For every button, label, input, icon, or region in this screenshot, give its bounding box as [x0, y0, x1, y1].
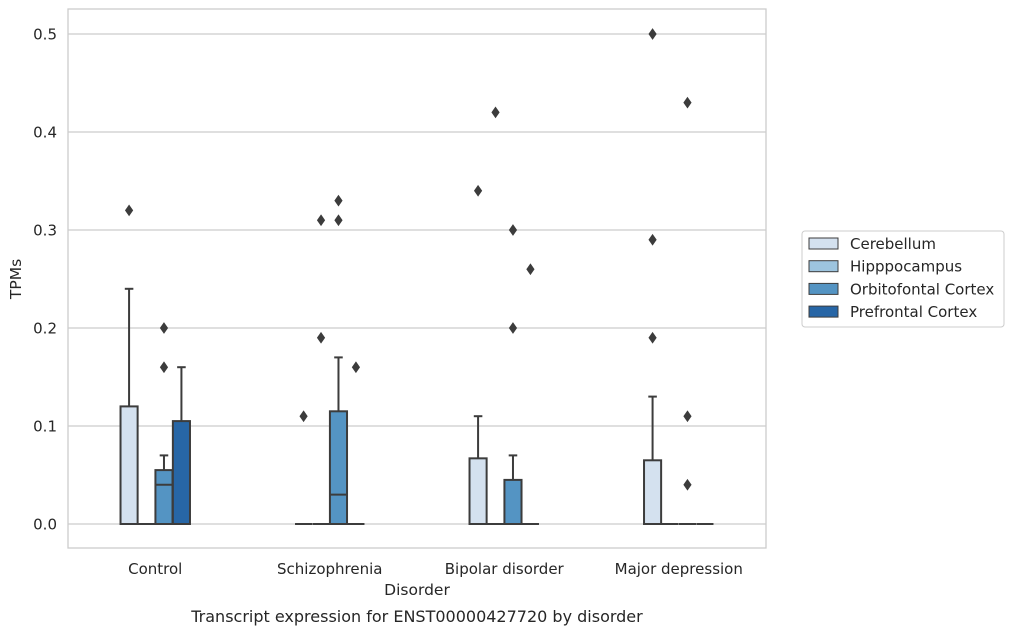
legend-swatch	[808, 305, 839, 318]
y-tick-label: 0.5	[33, 26, 57, 44]
outlier-point	[351, 361, 361, 374]
box-cerebellum	[643, 28, 663, 525]
outlier-point	[526, 263, 535, 276]
box-orbitofontal-cortex	[328, 194, 349, 525]
plot-frame	[67, 8, 767, 549]
legend-swatch	[808, 237, 839, 250]
outlier-point	[683, 96, 692, 109]
outlier-point	[648, 331, 657, 344]
x-tick-label: Major depression	[615, 560, 743, 578]
legend-label: Orbitofontal Cortex	[850, 280, 994, 298]
outlier-point	[473, 184, 483, 197]
legend-label: Cerebellum	[850, 235, 936, 253]
chart-caption: Transcript expression for ENST0000042772…	[190, 607, 643, 626]
x-tick-label: Control	[128, 560, 182, 578]
outlier-point	[334, 214, 343, 227]
box-orbitofontal-cortex	[678, 96, 697, 525]
y-tick-label: 0.4	[33, 124, 57, 142]
outlier-point	[159, 322, 169, 334]
outlier-point	[316, 331, 326, 344]
box-orbitofontal-cortex	[503, 224, 523, 525]
y-tick-label: 0.2	[33, 320, 57, 338]
outlier-point	[159, 361, 169, 374]
box-hipppocampus	[312, 214, 330, 525]
box-iqr	[171, 420, 191, 526]
x-tick-labels: Control Schizophrenia Bipolar disorder Majo…	[128, 560, 743, 578]
box-cerebellum	[119, 204, 139, 525]
legend: Cerebellum Hipppocampus Orbitofontal Corte…	[801, 230, 1005, 328]
y-tick-labels: 0.0 0.1 0.2 0.3 0.4 0.5	[33, 26, 57, 534]
box-iqr	[468, 457, 488, 525]
legend-swatch	[808, 260, 839, 273]
box-orbitofontal-cortex	[154, 322, 174, 526]
legend-label: Hipppocampus	[850, 258, 962, 276]
outlier-point	[299, 410, 308, 423]
outlier-point	[316, 214, 326, 227]
y-axis-label: TPMs	[7, 259, 25, 300]
outlier-point	[491, 106, 500, 119]
outlier-point	[124, 204, 134, 217]
box-cerebellum	[468, 184, 488, 525]
plot-marks	[119, 28, 714, 526]
outlier-point	[334, 194, 343, 207]
box-iqr	[503, 478, 523, 525]
box-prefrontal-cortex	[171, 366, 191, 526]
legend-label: Prefrontal Cortex	[850, 303, 977, 321]
y-tick-label: 0.3	[33, 222, 57, 240]
box-hipppocampus	[486, 106, 505, 525]
legend-items: Cerebellum Hipppocampus Orbitofontal Corte…	[808, 235, 994, 321]
box-prefrontal-cortex	[347, 361, 365, 525]
outlier-point	[508, 224, 518, 236]
x-tick-label: Schizophrenia	[277, 560, 382, 578]
box-cerebellum	[295, 410, 313, 525]
box-iqr	[643, 459, 663, 525]
box-prefrontal-cortex	[521, 263, 539, 525]
legend-frame	[801, 230, 1005, 328]
x-tick-label: Bipolar disorder	[445, 560, 565, 578]
box-iqr	[119, 405, 139, 525]
legend-swatch	[808, 282, 839, 295]
outlier-point	[648, 233, 657, 246]
box-iqr	[154, 469, 174, 526]
box-iqr	[328, 410, 349, 525]
outlier-point	[648, 28, 657, 40]
x-axis-label: Disorder	[384, 581, 450, 599]
y-tick-label: 0.1	[33, 418, 57, 436]
y-tick-label: 0.0	[33, 516, 57, 534]
outlier-point	[683, 410, 692, 423]
outlier-point	[683, 478, 692, 491]
outlier-point	[508, 322, 518, 334]
